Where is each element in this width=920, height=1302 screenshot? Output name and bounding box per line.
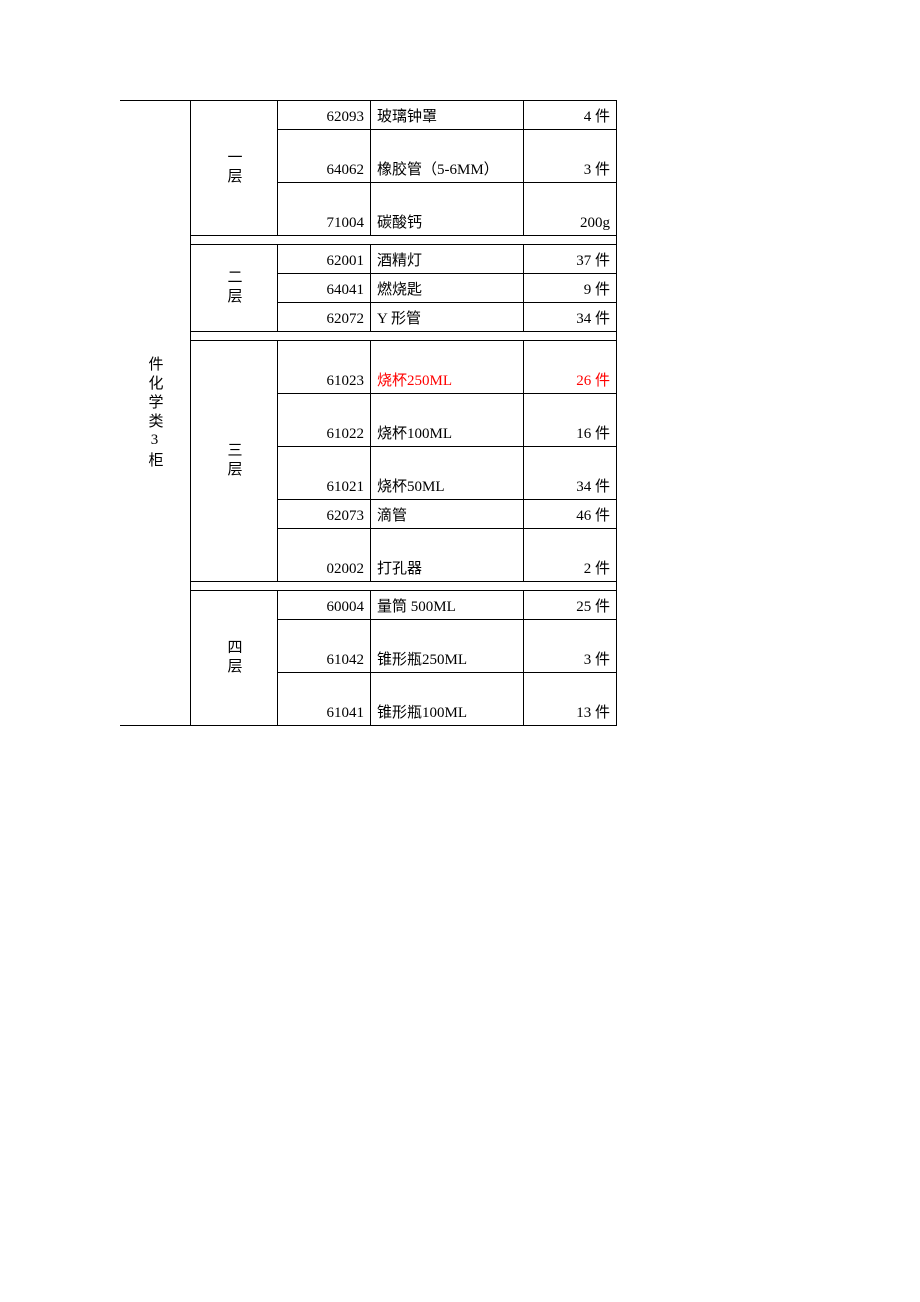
item-code: 61023 bbox=[278, 341, 371, 394]
item-name: 玻璃钟罩 bbox=[371, 101, 524, 130]
item-qty: 46 件 bbox=[524, 500, 617, 529]
item-name: 烧杯250ML bbox=[371, 341, 524, 394]
item-code: 61022 bbox=[278, 394, 371, 447]
item-qty: 3 件 bbox=[524, 620, 617, 673]
item-qty: 34 件 bbox=[524, 303, 617, 332]
item-qty: 26 件 bbox=[524, 341, 617, 394]
item-qty: 25 件 bbox=[524, 591, 617, 620]
layer-label: 一层 bbox=[191, 101, 278, 236]
item-code: 61041 bbox=[278, 673, 371, 726]
item-code: 02002 bbox=[278, 529, 371, 582]
layer-label: 二层 bbox=[191, 245, 278, 332]
item-code: 62073 bbox=[278, 500, 371, 529]
item-qty: 200g bbox=[524, 183, 617, 236]
item-code: 62072 bbox=[278, 303, 371, 332]
item-qty: 13 件 bbox=[524, 673, 617, 726]
item-qty: 34 件 bbox=[524, 447, 617, 500]
item-qty: 3 件 bbox=[524, 130, 617, 183]
item-code: 62093 bbox=[278, 101, 371, 130]
item-name: 碳酸钙 bbox=[371, 183, 524, 236]
section-divider bbox=[120, 582, 617, 591]
layer-label: 四层 bbox=[191, 591, 278, 726]
item-name: 锥形瓶250ML bbox=[371, 620, 524, 673]
item-code: 64041 bbox=[278, 274, 371, 303]
layer-label: 三层 bbox=[191, 341, 278, 582]
item-qty: 37 件 bbox=[524, 245, 617, 274]
item-name: 酒精灯 bbox=[371, 245, 524, 274]
item-name: 燃烧匙 bbox=[371, 274, 524, 303]
item-code: 71004 bbox=[278, 183, 371, 236]
item-qty: 2 件 bbox=[524, 529, 617, 582]
item-qty: 16 件 bbox=[524, 394, 617, 447]
cabinet-label: 件化学类3柜 bbox=[120, 101, 191, 726]
item-code: 60004 bbox=[278, 591, 371, 620]
inventory-table: 件化学类3柜 一层 62093 玻璃钟罩 4 件 64062 橡胶管（5-6MM… bbox=[120, 100, 617, 726]
item-code: 61042 bbox=[278, 620, 371, 673]
item-name: 橡胶管（5-6MM） bbox=[371, 130, 524, 183]
item-code: 62001 bbox=[278, 245, 371, 274]
item-name: 打孔器 bbox=[371, 529, 524, 582]
item-qty: 4 件 bbox=[524, 101, 617, 130]
item-code: 61021 bbox=[278, 447, 371, 500]
item-name: 锥形瓶100ML bbox=[371, 673, 524, 726]
item-name: 烧杯100ML bbox=[371, 394, 524, 447]
item-name: 烧杯50ML bbox=[371, 447, 524, 500]
item-name: Y 形管 bbox=[371, 303, 524, 332]
item-name: 量筒 500ML bbox=[371, 591, 524, 620]
item-qty: 9 件 bbox=[524, 274, 617, 303]
item-code: 64062 bbox=[278, 130, 371, 183]
section-divider bbox=[120, 236, 617, 245]
section-divider bbox=[120, 332, 617, 341]
item-name: 滴管 bbox=[371, 500, 524, 529]
